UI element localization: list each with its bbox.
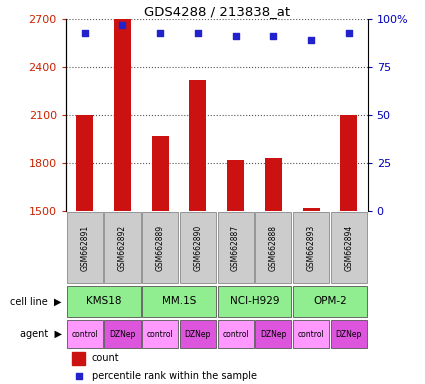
Text: count: count xyxy=(91,353,119,363)
Bar xyxy=(142,212,178,283)
Text: control: control xyxy=(147,329,173,339)
Text: DZNep: DZNep xyxy=(109,329,136,339)
Text: GSM662893: GSM662893 xyxy=(306,225,315,271)
Text: cell line  ▶: cell line ▶ xyxy=(10,296,62,306)
Bar xyxy=(303,208,320,211)
Text: control: control xyxy=(298,329,324,339)
Bar xyxy=(142,320,178,348)
Text: GSM662891: GSM662891 xyxy=(80,225,89,271)
Bar xyxy=(293,320,329,348)
Title: GDS4288 / 213838_at: GDS4288 / 213838_at xyxy=(144,5,290,18)
Bar xyxy=(152,136,169,211)
Bar xyxy=(105,320,141,348)
Text: KMS18: KMS18 xyxy=(86,296,122,306)
Bar xyxy=(105,212,141,283)
Text: GSM662892: GSM662892 xyxy=(118,225,127,271)
Point xyxy=(75,373,82,379)
Bar xyxy=(340,115,357,211)
Bar xyxy=(265,158,282,211)
Point xyxy=(270,33,277,40)
Bar xyxy=(67,286,141,317)
Point xyxy=(308,37,314,43)
Bar xyxy=(218,286,292,317)
Text: GSM662887: GSM662887 xyxy=(231,225,240,271)
Bar xyxy=(67,212,103,283)
Point xyxy=(232,33,239,40)
Text: OPM-2: OPM-2 xyxy=(313,296,347,306)
Bar xyxy=(293,212,329,283)
Point xyxy=(157,30,164,36)
Point xyxy=(81,30,88,36)
Bar xyxy=(180,212,216,283)
Text: DZNep: DZNep xyxy=(185,329,211,339)
Text: DZNep: DZNep xyxy=(260,329,286,339)
Text: DZNep: DZNep xyxy=(336,329,362,339)
Bar xyxy=(293,286,367,317)
Bar xyxy=(76,115,93,211)
Text: control: control xyxy=(71,329,98,339)
Text: percentile rank within the sample: percentile rank within the sample xyxy=(91,371,257,381)
Text: agent  ▶: agent ▶ xyxy=(20,329,62,339)
Bar xyxy=(255,212,292,283)
Bar xyxy=(331,212,367,283)
Bar xyxy=(114,19,131,211)
Text: GSM662888: GSM662888 xyxy=(269,225,278,271)
Bar xyxy=(218,320,254,348)
Bar xyxy=(255,320,292,348)
Bar xyxy=(142,286,216,317)
Bar xyxy=(180,320,216,348)
Bar xyxy=(72,352,85,365)
Bar xyxy=(190,80,207,211)
Point xyxy=(195,30,201,36)
Text: GSM662890: GSM662890 xyxy=(193,225,202,271)
Point xyxy=(346,30,352,36)
Text: control: control xyxy=(222,329,249,339)
Text: GSM662889: GSM662889 xyxy=(156,225,164,271)
Text: GSM662894: GSM662894 xyxy=(344,225,353,271)
Text: MM.1S: MM.1S xyxy=(162,296,196,306)
Bar xyxy=(67,320,103,348)
Point xyxy=(119,22,126,28)
Bar xyxy=(218,212,254,283)
Text: NCI-H929: NCI-H929 xyxy=(230,296,279,306)
Bar xyxy=(331,320,367,348)
Bar xyxy=(227,160,244,211)
